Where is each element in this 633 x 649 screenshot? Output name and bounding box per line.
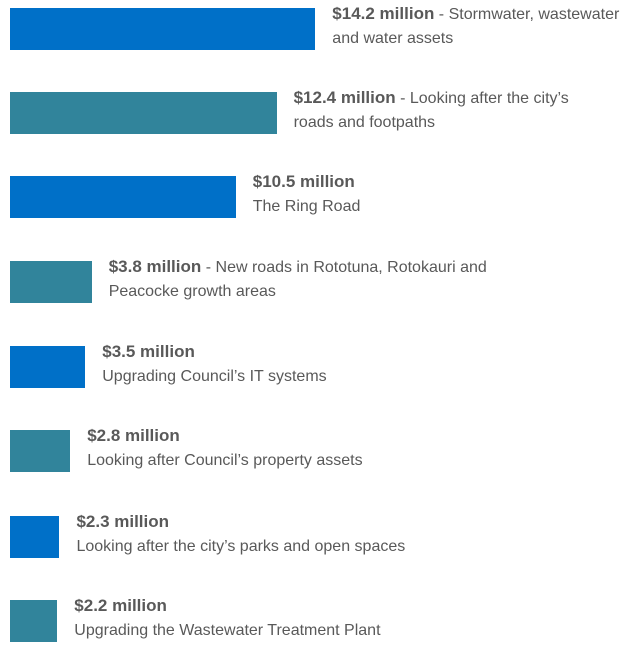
value-label: $2.3 million [76,512,170,531]
bar [10,176,236,218]
value-label: $2.2 million [74,596,167,615]
bar-label: $14.2 million - Stormwater, wastewater a… [332,2,627,51]
category-label: Looking after Council’s property assets [87,452,363,469]
bar [10,346,86,388]
value-label: $3.5 million [102,342,195,361]
category-label: The Ring Road [252,198,361,215]
bar [10,430,71,472]
category-label: - Stormwater, wastewater and water asset… [332,6,620,47]
bar-label: $3.8 million - New roads in Rototuna, Ro… [109,255,509,304]
bar-label: $2.3 million Looking after the city’s par… [76,510,536,559]
bar [10,92,277,134]
category-label: Upgrading the Wastewater Treatment Plant [74,622,381,639]
value-label: $2.8 million [87,426,180,445]
value-label: $3.8 million [108,257,202,276]
bar-label: $10.5 million The Ring Road [253,170,553,219]
value-label: $12.4 million [293,88,396,107]
bar-label: $2.8 million Looking after Council’s prop… [87,424,487,473]
bar-label: $2.2 million Upgrading the Wastewater Tre… [74,594,534,643]
bar-label: $12.4 million - Looking after the city’s… [294,86,594,135]
value-label: $14.2 million [332,4,435,23]
category-label: Upgrading Council’s IT systems [102,368,327,385]
bar-label: $3.5 million Upgrading Council’s IT syste… [102,340,502,389]
category-label: Looking after the city’s parks and open … [76,538,406,555]
value-label: $10.5 million [252,172,355,191]
bar [10,261,92,303]
category-label: - Looking after the city’s roads and foo… [293,90,569,131]
bar [10,8,316,50]
bar [10,600,58,642]
category-label: - New roads in Rototuna, Rotokauri and P… [108,259,487,300]
bar [10,516,60,558]
